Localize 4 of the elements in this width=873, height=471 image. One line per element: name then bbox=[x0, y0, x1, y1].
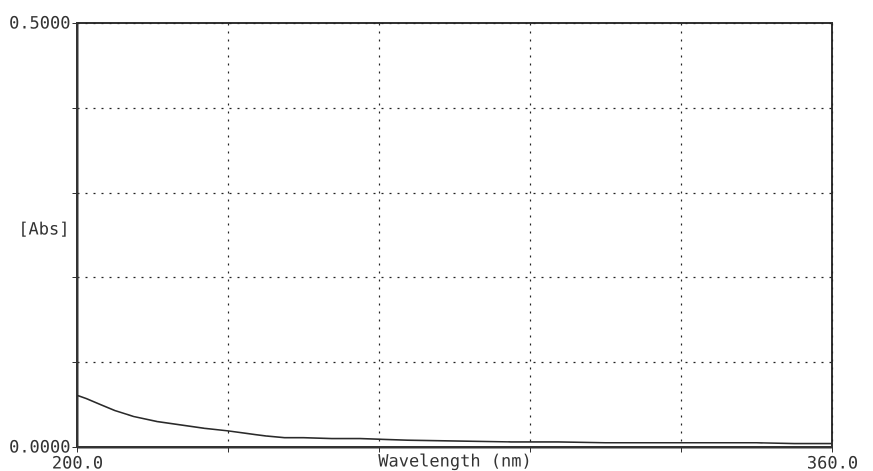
y-axis-title: [Abs] bbox=[18, 220, 70, 240]
x-tick-label: 360.0 bbox=[806, 454, 858, 471]
x-axis-title: Wavelength (nm) bbox=[378, 452, 532, 471]
y-tick-label: 0.5000 bbox=[9, 14, 70, 34]
